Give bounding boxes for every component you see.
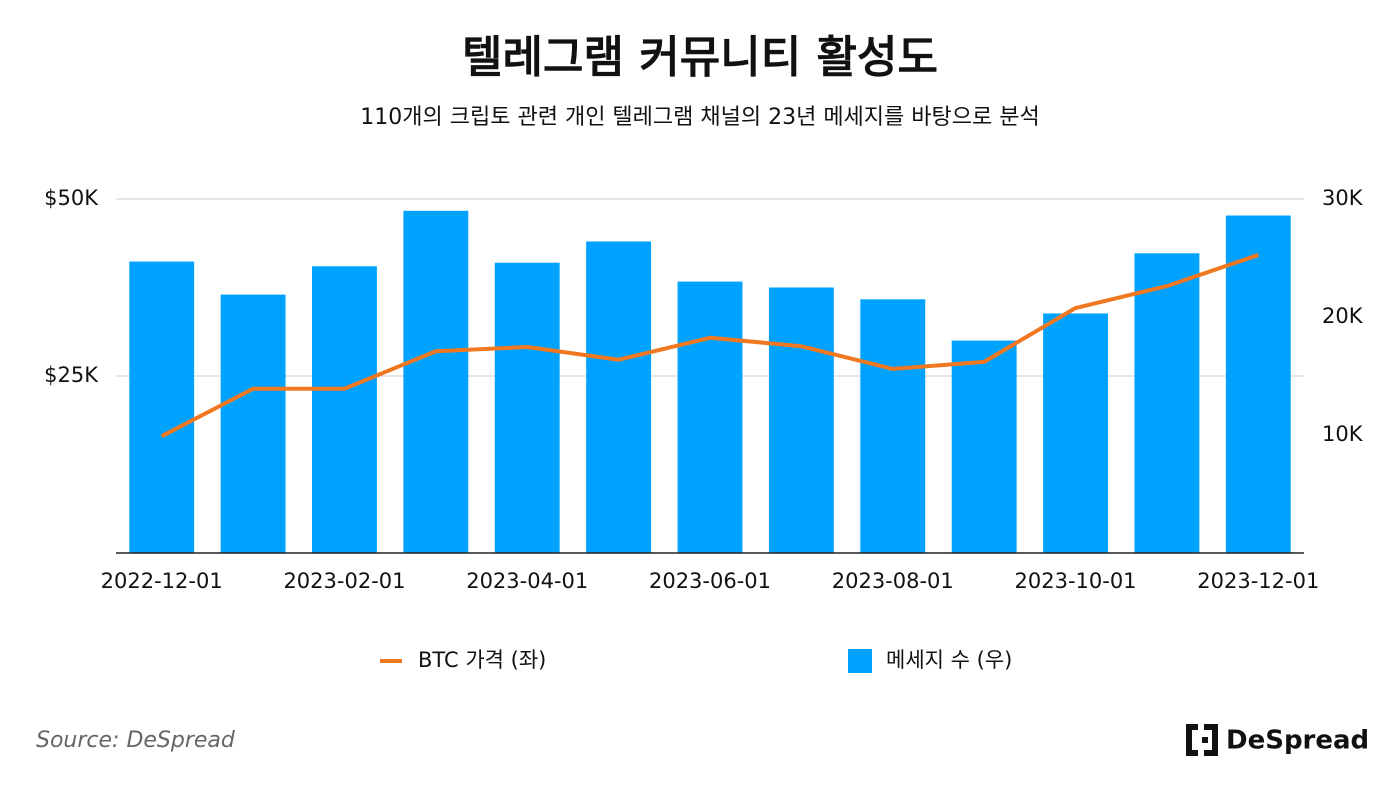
legend-label: 메세지 수 (우)	[886, 648, 1012, 672]
brand-logo: DeSpread	[1186, 724, 1369, 756]
brand-icon	[1186, 724, 1218, 756]
x-tick-label: 2023-12-01	[1197, 569, 1319, 593]
bar	[1225, 215, 1291, 553]
bar	[494, 262, 560, 553]
y2-tick-label: 30K	[1322, 186, 1364, 210]
bar	[768, 287, 834, 553]
chart-title: 텔레그램 커뮤니티 활성도	[462, 32, 938, 83]
legend-swatch	[848, 649, 872, 673]
brand-name: DeSpread	[1226, 726, 1369, 756]
bar	[220, 294, 286, 553]
line	[160, 253, 1259, 438]
chart-subtitle: 110개의 크립토 관련 개인 텔레그램 채널의 23년 메세지를 바탕으로 분…	[360, 105, 1039, 130]
bar	[312, 266, 377, 553]
x-tick-label: 2023-06-01	[649, 569, 771, 593]
x-tick-label: 2023-08-01	[832, 569, 954, 593]
y2-tick-label: 10K	[1322, 422, 1364, 446]
legend-label: BTC 가격 (좌)	[418, 648, 546, 672]
y-tick-label: $50K	[44, 186, 99, 210]
bar	[860, 299, 926, 553]
x-tick-label: 2022-12-01	[101, 569, 223, 593]
bar	[586, 241, 652, 554]
bar	[403, 210, 469, 554]
bar	[677, 281, 743, 553]
source-note: Source: DeSpread	[36, 728, 236, 753]
bar	[1043, 313, 1108, 553]
y2-tick-label: 20K	[1322, 304, 1364, 328]
bar	[129, 261, 195, 553]
x-tick-label: 2023-10-01	[1015, 569, 1137, 593]
x-tick-label: 2023-02-01	[283, 569, 405, 593]
x-tick-label: 2023-04-01	[466, 569, 588, 593]
bar	[951, 340, 1017, 553]
bar	[1134, 253, 1200, 553]
y-tick-label: $25K	[44, 363, 99, 387]
